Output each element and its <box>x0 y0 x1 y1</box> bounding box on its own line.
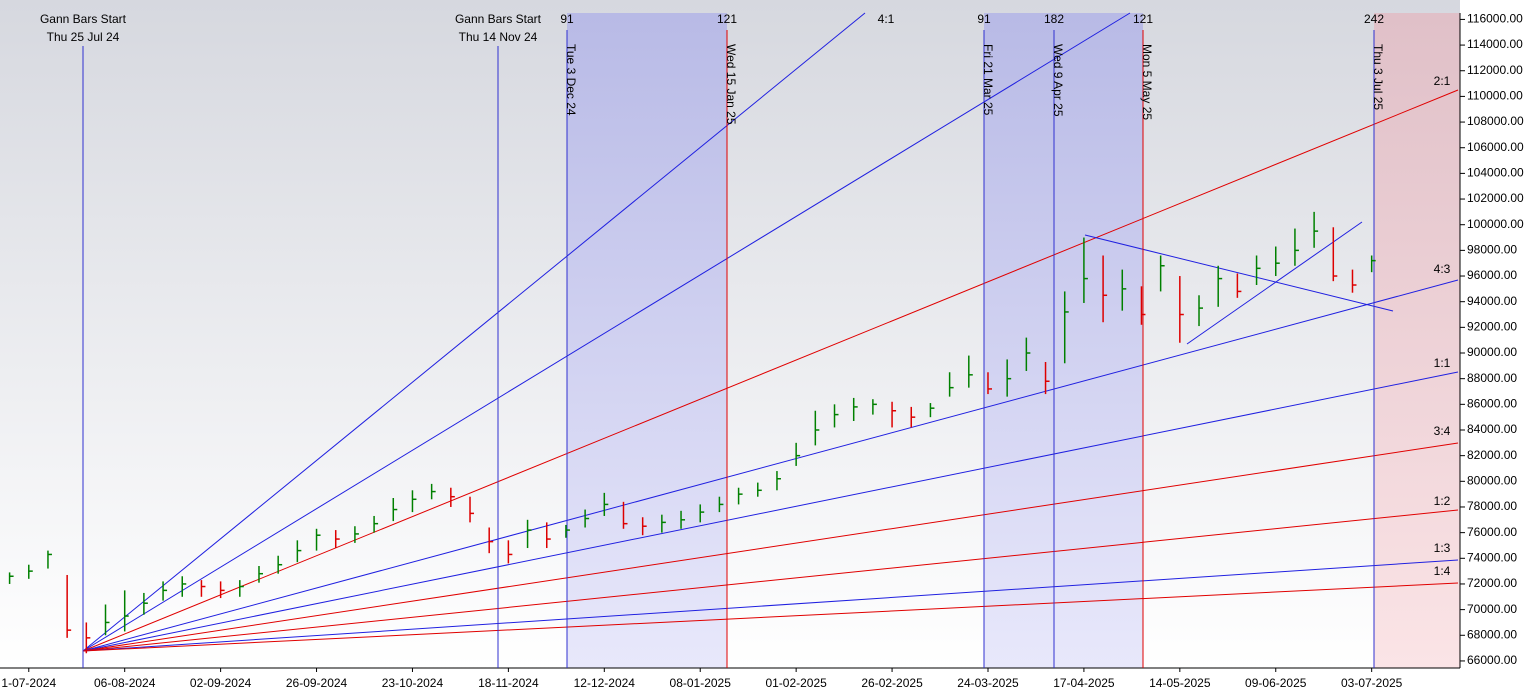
time-marker-count: 182 <box>1044 12 1064 26</box>
time-marker-date: Tue 3 Dec 24 <box>564 44 578 116</box>
y-tick-label: 106000.00 <box>1467 140 1524 154</box>
y-tick-label: 80000.00 <box>1467 473 1517 487</box>
gann-start-title: Gann Bars Start <box>40 12 127 26</box>
gann-start-date: Thu 14 Nov 24 <box>459 30 538 44</box>
x-tick-label: 17-04-2025 <box>1053 676 1115 690</box>
x-tick-label: 26-09-2024 <box>286 676 348 690</box>
y-tick-label: 68000.00 <box>1467 627 1517 641</box>
y-tick-label: 86000.00 <box>1467 397 1517 411</box>
y-tick-label: 96000.00 <box>1467 268 1517 282</box>
x-tick-label: 06-08-2024 <box>94 676 156 690</box>
y-tick-label: 84000.00 <box>1467 422 1517 436</box>
time-marker-date: Wed 15 Jan 25 <box>724 44 738 125</box>
x-tick-label: 24-03-2025 <box>957 676 1019 690</box>
y-tick-label: 104000.00 <box>1467 166 1524 180</box>
y-tick-label: 70000.00 <box>1467 602 1517 616</box>
y-tick-label: 112000.00 <box>1467 63 1523 77</box>
y-tick-label: 102000.00 <box>1467 191 1524 205</box>
gann-fan-label: 1:2 <box>1434 494 1451 508</box>
gann-fan-line <box>82 442 1459 652</box>
gann-start-date: Thu 25 Jul 24 <box>47 30 120 44</box>
time-marker-count: 91 <box>560 12 574 26</box>
gann-fan-label: 4:3 <box>1434 262 1451 276</box>
x-tick-label: 03-07-2025 <box>1341 676 1403 690</box>
y-tick-label: 72000.00 <box>1467 576 1517 590</box>
plot-background <box>0 0 1460 668</box>
y-tick-label: 78000.00 <box>1467 499 1517 513</box>
time-marker-count: 91 <box>977 12 991 26</box>
time-zone-shade <box>1374 13 1460 668</box>
x-tick-label: 01-02-2025 <box>765 676 827 690</box>
y-tick-label: 116000.00 <box>1467 12 1523 26</box>
x-tick-label: 14-05-2025 <box>1149 676 1211 690</box>
y-tick-label: 94000.00 <box>1467 294 1517 308</box>
x-tick-label: 18-11-2024 <box>478 676 539 690</box>
y-tick-label: 90000.00 <box>1467 345 1517 359</box>
x-tick-label: 23-10-2024 <box>382 676 444 690</box>
y-tick-label: 74000.00 <box>1467 550 1517 564</box>
trend-line <box>1084 234 1394 312</box>
gann-fan-label: 1:4 <box>1434 564 1451 578</box>
gann-fan-label: 1:1 <box>1434 356 1451 370</box>
x-tick-label: 26-02-2025 <box>861 676 923 690</box>
time-marker-count: 121 <box>717 12 737 26</box>
x-tick-label: 09-06-2025 <box>1245 676 1307 690</box>
y-tick-label: 110000.00 <box>1467 89 1523 103</box>
gann-fan-line <box>82 89 1459 652</box>
gann-fan-line <box>82 12 1131 652</box>
y-tick-label: 82000.00 <box>1467 448 1517 462</box>
y-tick-label: 92000.00 <box>1467 320 1517 334</box>
gann-fan-label: 2:1 <box>1434 74 1451 88</box>
y-tick-label: 98000.00 <box>1467 243 1517 257</box>
x-tick-label: 12-12-2024 <box>574 676 636 690</box>
x-tick-label: 08-01-2025 <box>670 676 732 690</box>
time-zone-shade <box>984 13 1143 668</box>
gann-fan-line <box>82 279 1459 652</box>
time-marker-count: 121 <box>1133 12 1153 26</box>
gann-fan-line <box>82 559 1459 652</box>
gann-fan-label: 1:3 <box>1434 541 1451 555</box>
y-tick-label: 108000.00 <box>1467 114 1524 128</box>
time-marker-date: Fri 21 Mar 25 <box>981 44 995 116</box>
y-tick-label: 114000.00 <box>1467 37 1523 51</box>
y-tick-label: 100000.00 <box>1467 217 1524 231</box>
time-marker-date: Wed 9 Apr 25 <box>1051 44 1065 117</box>
time-marker-date: Thu 3 Jul 25 <box>1371 44 1385 110</box>
gann-fan-label: 3:4 <box>1434 424 1451 438</box>
x-tick-label: 1-07-2024 <box>1 676 56 690</box>
y-tick-label: 88000.00 <box>1467 371 1517 385</box>
x-tick-label: 02-09-2024 <box>190 676 252 690</box>
time-zone-shade <box>567 13 727 668</box>
gann-fan-line <box>82 371 1459 652</box>
gann-fan-line <box>82 509 1459 652</box>
gann-fan-label: 4:1 <box>878 12 895 26</box>
gann-start-title: Gann Bars Start <box>455 12 542 26</box>
y-tick-label: 76000.00 <box>1467 525 1517 539</box>
time-marker-count: 242 <box>1364 12 1384 26</box>
gann-fan-line <box>82 12 866 652</box>
gann-fan-line <box>82 582 1459 652</box>
time-marker-date: Mon 5 May 25 <box>1140 44 1154 120</box>
y-tick-label: 66000.00 <box>1467 653 1517 667</box>
